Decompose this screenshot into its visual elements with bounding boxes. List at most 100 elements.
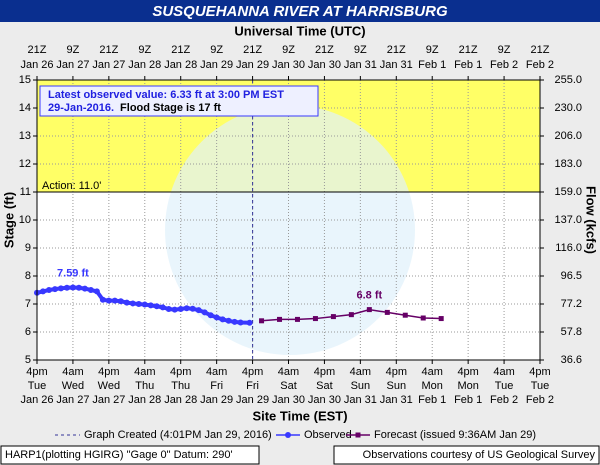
top-tick-date: Jan 28 [128, 59, 161, 71]
x-tick-date: Jan 30 [272, 394, 305, 406]
y2-axis-label: Flow (kcfs) [584, 186, 599, 254]
forecast-point [277, 316, 283, 322]
observed-point [63, 284, 70, 291]
x-tick-day: Tue [28, 380, 47, 392]
x-tick-label: 4pm [242, 366, 263, 378]
top-tick-date: Jan 31 [344, 59, 377, 71]
x-tick-day: Fri [210, 380, 223, 392]
top-tick-label: 9Z [67, 44, 80, 56]
x-tick-day: Thu [135, 380, 154, 392]
top-axis-label: Universal Time (UTC) [234, 23, 365, 38]
observed-point [75, 284, 82, 291]
x-tick-day: Mon [457, 380, 478, 392]
y2-tick-label: 255.0 [554, 74, 582, 86]
annotation-line: Latest observed value: 6.33 ft at 3:00 P… [48, 89, 284, 101]
x-tick-label: 4am [278, 366, 299, 378]
observed-point [225, 317, 232, 324]
y-tick-label: 11 [20, 186, 31, 198]
x-tick-date: Jan 31 [344, 394, 377, 406]
forecast-point [420, 315, 426, 321]
observed-point [207, 312, 214, 319]
forecast-point [402, 312, 408, 318]
top-tick-label: 9Z [354, 44, 367, 56]
legend-label: Graph Created (4:01PM Jan 29, 2016) [84, 429, 272, 441]
observed-point [123, 299, 130, 306]
observed-point [171, 306, 178, 313]
x-tick-date: Jan 27 [92, 394, 125, 406]
y2-tick-label: 77.2 [561, 298, 582, 310]
x-tick-label: 4pm [170, 366, 191, 378]
top-tick-date: Jan 26 [20, 59, 53, 71]
observed-point [81, 285, 88, 292]
observed-point [231, 318, 238, 325]
observed-point [129, 300, 136, 307]
y2-tick-label: 159.0 [554, 186, 582, 198]
x-tick-date: Jan 26 [20, 394, 53, 406]
legend-label: Observed [304, 429, 352, 441]
x-tick-day: Thu [171, 380, 190, 392]
observed-point [201, 309, 208, 316]
top-tick-date: Jan 31 [380, 59, 413, 71]
y2-tick-label: 36.6 [561, 354, 582, 366]
top-tick-label: 21Z [28, 44, 47, 56]
y2-tick-label: 57.8 [561, 326, 582, 338]
x-tick-day: Wed [98, 380, 120, 392]
x-tick-day: Sun [351, 380, 371, 392]
watermark [165, 105, 415, 355]
x-tick-day: Fri [246, 380, 259, 392]
top-tick-label: 9Z [426, 44, 439, 56]
x-tick-label: 4am [62, 366, 83, 378]
forecast-point [366, 307, 372, 313]
x-tick-date: Jan 29 [236, 394, 269, 406]
action-label: Action: 11.0' [42, 180, 101, 192]
observed-point [177, 306, 184, 313]
y-tick-label: 5 [25, 354, 31, 366]
x-tick-date: Jan 27 [56, 394, 89, 406]
legend-label: Forecast (issued 9:36AM Jan 29) [374, 429, 536, 441]
peak-label: 6.8 ft [356, 290, 382, 302]
y-tick-label: 10 [19, 214, 31, 226]
x-tick-day: Sat [280, 380, 297, 392]
top-tick-date: Jan 27 [92, 59, 125, 71]
top-tick-label: 21Z [387, 44, 406, 56]
observed-point [147, 302, 154, 309]
observed-point [111, 297, 118, 304]
y2-tick-label: 137.0 [554, 214, 582, 226]
top-tick-label: 9Z [282, 44, 295, 56]
forecast-point [259, 318, 265, 324]
footer-box [333, 445, 600, 465]
y-tick-label: 13 [19, 130, 31, 142]
x-tick-date: Feb 1 [418, 394, 446, 406]
x-tick-label: 4pm [314, 366, 335, 378]
observed-point [45, 287, 52, 293]
observed-point [117, 298, 124, 305]
x-tick-label: 4am [134, 366, 155, 378]
forecast-point [312, 316, 318, 322]
observed-point [39, 288, 46, 295]
observed-point [69, 284, 76, 291]
observed-point [87, 287, 94, 293]
legend-swatch [355, 432, 361, 438]
footer-left: HARP1(plotting HGIRG) "Gage 0" Datum: 29… [5, 449, 233, 461]
y-axis-label: Stage (ft) [1, 192, 16, 248]
legend-swatch [285, 432, 291, 438]
y2-tick-label: 183.0 [554, 158, 582, 170]
top-tick-date: Jan 27 [56, 59, 89, 71]
y2-tick-label: 206.0 [554, 130, 582, 142]
top-tick-date: Feb 1 [454, 59, 482, 71]
forecast-point [384, 309, 390, 315]
observed-point [195, 307, 202, 314]
title-bar [0, 0, 600, 22]
x-tick-label: 4pm [457, 366, 478, 378]
annotation-line: 29-Jan-2016. Flood Stage is 17 ft [48, 102, 221, 114]
y-tick-label: 8 [25, 270, 31, 282]
y-tick-label: 14 [19, 102, 31, 114]
observed-point [159, 304, 166, 311]
x-tick-day: Sun [386, 380, 406, 392]
annotation-box [39, 85, 319, 117]
top-tick-date: Feb 2 [490, 59, 518, 71]
x-tick-date: Feb 2 [490, 394, 518, 406]
top-tick-date: Jan 30 [272, 59, 305, 71]
top-tick-date: Jan 29 [200, 59, 233, 71]
forecast-point [438, 316, 444, 322]
